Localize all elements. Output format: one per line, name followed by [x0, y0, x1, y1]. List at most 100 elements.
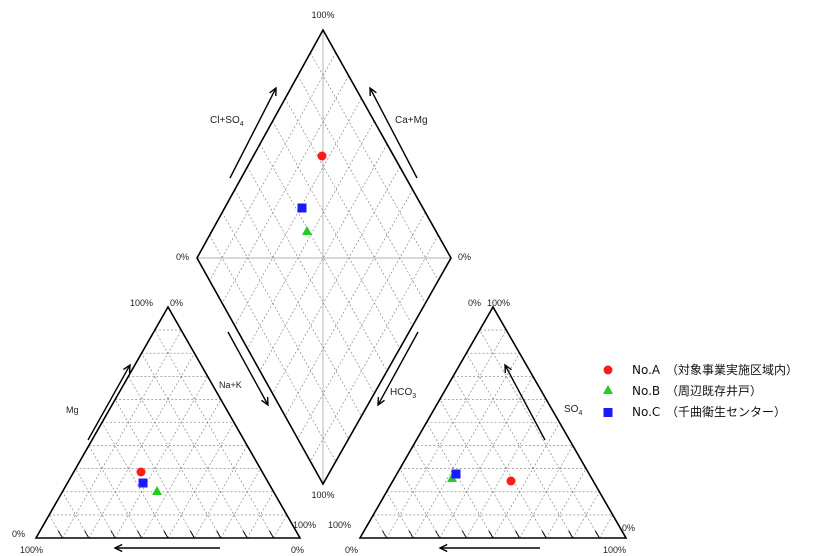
cl-so4-label: Cl+SO [210, 115, 240, 126]
anion-triangle-grid-line [399, 468, 441, 539]
cation-triangle-grid-line [114, 399, 195, 539]
anion-triangle-grid-line [412, 353, 520, 539]
anion-triangle-grid-line [426, 422, 494, 539]
diamond-lower-right-axis-label: HCO3 [390, 387, 416, 400]
cation-triangle-grid-line [48, 514, 63, 539]
legend-name-b: No.B [632, 384, 660, 398]
diamond-grid-line [221, 75, 349, 304]
anion-bottom-right-upper-label: 0% [622, 523, 635, 533]
cation-top-left-label: 100% [130, 298, 153, 308]
cation-left-axis-label: Mg [66, 405, 79, 415]
cation-triangle-grid-line [128, 376, 222, 539]
cation-triangle-tick [269, 530, 275, 539]
anion-triangle-grid-line [545, 468, 587, 539]
diamond-grid-line [310, 52, 439, 281]
diamond-lower-left-arrow-head [261, 396, 269, 407]
anion-triangle-grid-line [572, 491, 600, 539]
cation-triangle-grid-line [167, 422, 235, 539]
anion-bottom-arrow-head [438, 543, 448, 553]
diamond-left-label: 0% [176, 252, 189, 262]
anion-triangle-grid-line [599, 514, 613, 539]
diamond-grid-line [284, 98, 413, 326]
anion-triangle-grid-line [479, 329, 600, 539]
label-layer: 100% 0% 0% 100% Cl+SO4 Ca+Mg Na+K HCO3 1… [12, 10, 635, 555]
anion-triangle-grid-line [439, 376, 534, 539]
cation-triangle-tick [216, 530, 222, 539]
diamond-grid-line [221, 212, 349, 439]
cation-point-nob [152, 486, 162, 495]
diamond-lower-right-arrow [377, 331, 419, 406]
cation-bottom-arrow-head [113, 543, 123, 553]
diamond-grid-line [209, 52, 337, 281]
so4-subscript: 4 [240, 121, 244, 128]
anion-point-noc [451, 469, 461, 479]
diamond-grid-line [272, 121, 401, 349]
diamond-bottom-label: 100% [311, 490, 334, 500]
arrow-layer [87, 86, 546, 553]
cation-triangle-grid-line [88, 445, 142, 539]
cation-point-noa [136, 467, 146, 477]
diamond-grid-line [247, 166, 375, 394]
cation-triangle-tick [242, 530, 248, 539]
cation-triangle-grid-line [75, 468, 116, 539]
anion-triangle-tick [488, 530, 494, 539]
hco3-label: HCO [390, 387, 412, 398]
anion-bottom-right-lower-label: 100% [603, 545, 626, 555]
anion-triangle-grid-line [386, 329, 507, 539]
cation-left-arrow-head [123, 363, 131, 374]
anion-triangle-tick [515, 530, 521, 539]
legend: No.A （対象事業実施区域内） No.B （周辺既存井戸） No.C （千曲衛… [603, 362, 798, 419]
legend-name-a: No.A [632, 363, 661, 377]
cation-triangle-grid-line [141, 353, 248, 539]
diamond-right-axis-label: Ca+Mg [395, 115, 428, 126]
diamond-grid-line [284, 189, 413, 417]
diamond-point-nob [302, 226, 312, 235]
diamond-left-axis-label: Cl+SO4 [210, 115, 244, 128]
grid-layer [48, 30, 613, 539]
cation-triangle-outline [34, 305, 302, 539]
cation-triangle-grid-line [88, 353, 195, 539]
legend-label-a: （対象事業実施区域内） [666, 362, 798, 377]
cation-triangle-grid-line [62, 329, 182, 539]
anion-point-noa [506, 476, 516, 486]
diamond-lower-left-axis-label: Na+K [219, 380, 242, 390]
outline-layer [34, 28, 628, 539]
anion-triangle-grid-line [439, 399, 520, 539]
anion-right-axis-label: SO4 [564, 404, 582, 417]
cation-triangle-grid-line [273, 514, 288, 539]
legend-marker-c [603, 408, 613, 417]
diamond-outline [196, 28, 452, 486]
cation-bottom-left-upper-label: 0% [12, 529, 25, 539]
diamond-point-noa [317, 151, 327, 161]
so4-label: SO [564, 404, 579, 415]
diamond-left-arrow-head [269, 86, 277, 97]
diamond-right-arrow [369, 87, 418, 179]
diamond-grid-line [310, 235, 439, 462]
cation-triangle-grid-line [220, 468, 261, 539]
diamond-point-noc [297, 203, 307, 213]
cation-triangle-grid-line [101, 422, 169, 539]
cation-triangle-grid-line [246, 491, 274, 539]
cation-bottom-right-lower-label: 0% [291, 545, 304, 555]
anion-bottom-left-upper-label: 100% [328, 520, 351, 530]
anion-triangle-tick [594, 530, 600, 539]
anion-triangle-grid-line [452, 376, 547, 539]
diamond-left-arrow [229, 87, 277, 179]
points-layer [136, 151, 516, 495]
anion-triangle-outline [358, 305, 628, 539]
anion-triangle-grid-line [466, 399, 547, 539]
diamond-grid-line [297, 212, 426, 439]
cation-left-arrow [87, 364, 131, 441]
diamond-grid-line [209, 235, 337, 462]
anion-triangle-grid-line [373, 514, 387, 539]
legend-marker-b [603, 385, 613, 394]
cation-point-noc [138, 478, 148, 488]
cation-triangle-grid-line [62, 491, 90, 539]
diamond-grid-line [247, 121, 375, 349]
legend-marker-a [603, 365, 613, 375]
diamond-grid-line [297, 75, 426, 304]
diamond-grid-line [259, 143, 388, 372]
diamond-grid-line [234, 98, 362, 326]
cation-top-right-label: 0% [170, 298, 183, 308]
